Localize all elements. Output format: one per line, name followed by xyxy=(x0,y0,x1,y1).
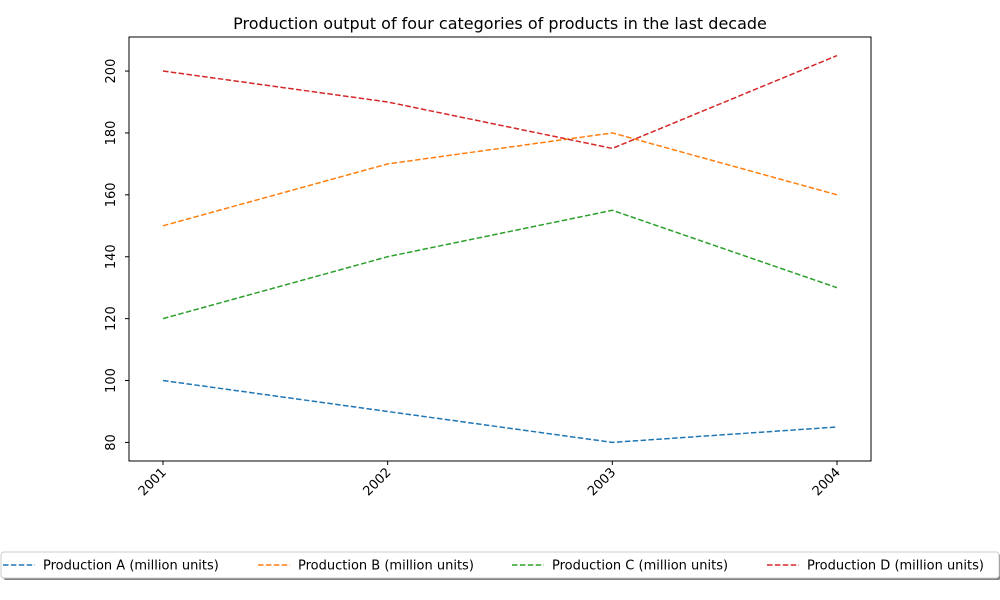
legend-box xyxy=(0,551,1000,579)
plot-frame xyxy=(128,36,872,462)
series-line-b xyxy=(162,132,838,227)
y-tick-label: 120 xyxy=(104,306,119,331)
y-tick-label: 200 xyxy=(104,59,119,84)
x-tick-label: 2003 xyxy=(585,465,619,499)
legend-label-d: Production D (million units) xyxy=(807,559,984,574)
series-line-c xyxy=(162,209,838,320)
legend-label-c: Production C (million units) xyxy=(552,559,728,574)
y-tick-label: 180 xyxy=(104,121,119,146)
legend: Production A (million units) Production B… xyxy=(0,551,1000,580)
series-line-d xyxy=(162,54,838,150)
plot-area: 2001 2002 2003 2004 80 100 120 140 160 180 200 xyxy=(104,36,872,499)
y-tick-label: 80 xyxy=(104,434,119,451)
legend-label-b: Production B (million units) xyxy=(298,559,474,574)
series-line-a xyxy=(162,379,838,444)
x-tick-label: 2002 xyxy=(360,465,394,499)
legend-label-a: Production A (million units) xyxy=(43,559,219,574)
y-tick-label: 140 xyxy=(104,244,119,269)
y-tick-label: 100 xyxy=(104,368,119,393)
x-tick-label: 2004 xyxy=(810,465,844,499)
chart-title: Production output of four categories of … xyxy=(233,14,767,33)
x-tick-label: 2001 xyxy=(136,465,170,499)
y-tick-label: 160 xyxy=(104,182,119,207)
